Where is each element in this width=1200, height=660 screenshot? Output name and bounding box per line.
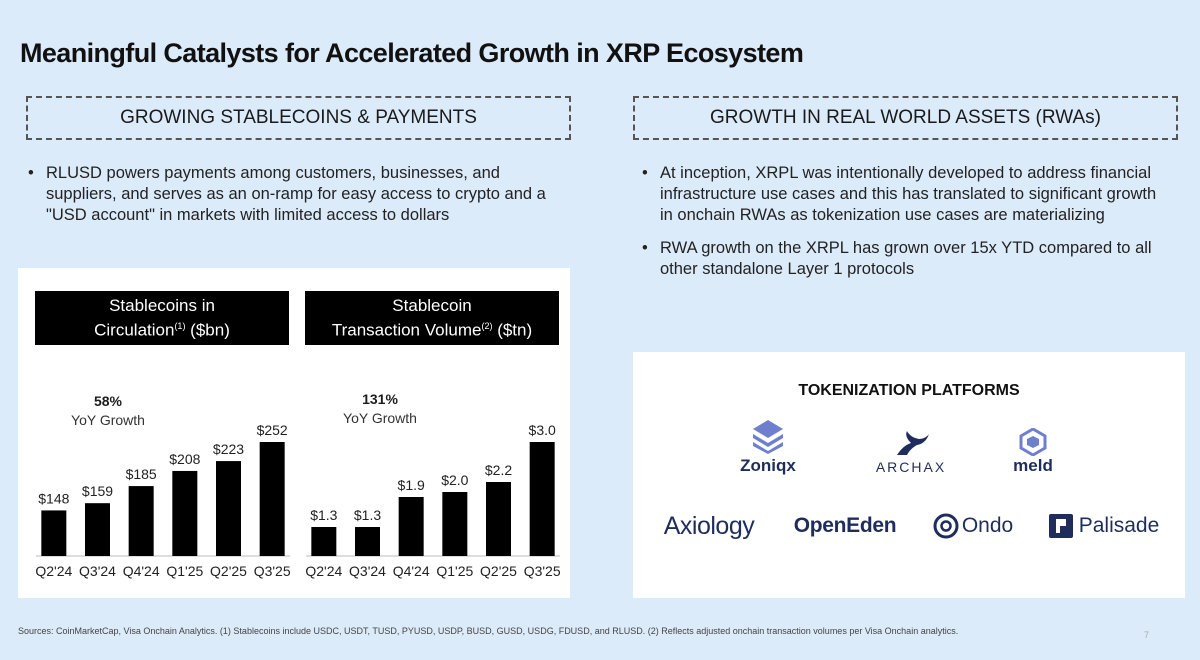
palisade-wordmark: Palisade <box>1078 514 1160 537</box>
page-number: 7 <box>1144 630 1150 640</box>
data-label: $208 <box>169 451 200 467</box>
growth-annotation-circulation: 58% YoY Growth <box>58 392 158 430</box>
stablecoins-bullets: RLUSD powers payments among customers, b… <box>26 163 556 238</box>
bar <box>41 510 67 556</box>
section-title-rwa-label: GROWTH IN REAL WORLD ASSETS (RWAs) <box>710 107 1101 128</box>
bar <box>355 527 380 556</box>
bar <box>128 486 154 556</box>
tick-label: Q4'24 <box>393 563 430 579</box>
tick-label: Q3'24 <box>79 563 116 579</box>
section-title-stablecoins-label: GROWING STABLECOINS & PAYMENTS <box>120 107 477 128</box>
archax-logo: ARCHAX <box>875 424 947 480</box>
footnote-sources: Sources: CoinMarketCap, Visa Onchain Ana… <box>18 626 959 636</box>
chart-title-line1: Stablecoins in <box>109 296 215 316</box>
data-label: $185 <box>126 466 157 482</box>
bar <box>216 461 241 556</box>
tick-label: Q1'25 <box>436 563 473 579</box>
chart-title-line2: Circulation <box>94 320 175 340</box>
chart-header-volume: Stablecoin Transaction Volume(2) ($tn) <box>305 291 559 345</box>
data-label: $159 <box>82 483 113 499</box>
data-label: $3.0 <box>529 422 556 438</box>
bullet-item: RWA growth on the XRPL has grown over 15… <box>640 238 1170 280</box>
tick-label: Q3'24 <box>349 563 386 579</box>
chart-title-line1: Stablecoin <box>392 296 472 316</box>
tick-label: Q1'25 <box>166 563 203 579</box>
chart-title-footnote: (2) <box>481 321 493 332</box>
zoniqx-wordmark: Zoniqx <box>740 456 796 475</box>
page-title: Meaningful Catalysts for Accelerated Gro… <box>20 38 804 68</box>
data-label: $2.0 <box>441 472 468 488</box>
data-label: $252 <box>257 422 288 438</box>
section-title-stablecoins: GROWING STABLECOINS & PAYMENTS <box>26 96 571 140</box>
ondo-icon <box>933 513 959 539</box>
palisade-icon <box>1048 514 1073 538</box>
data-label: $223 <box>213 441 244 457</box>
data-label: $2.2 <box>485 462 512 478</box>
bar <box>85 503 110 556</box>
bar <box>259 442 285 556</box>
bar <box>172 470 198 556</box>
ondo-logo: Ondo <box>927 508 1019 544</box>
axiology-logo: Axiology <box>651 508 767 544</box>
chart-title-unit: ($tn) <box>497 320 533 340</box>
zoniqx-icon <box>753 420 783 454</box>
meld-wordmark: meld <box>1013 456 1053 475</box>
data-label: $1.9 <box>398 477 425 493</box>
data-label: $1.3 <box>310 507 337 523</box>
growth-label: YoY Growth <box>71 412 145 428</box>
meld-logo: meld <box>1003 424 1063 480</box>
chart-stablecoin-volume: $1.3 Q2'24 $1.3 Q3'24 $1.9 Q4'24 $2.0 Q1'25 $2.2… <box>305 422 561 579</box>
openeden-logo: OpenEden <box>785 508 905 544</box>
growth-annotation-volume: 131% YoY Growth <box>330 390 430 428</box>
chart-stablecoins-circulation: $148 Q2'24 $159 Q3'24 $185 Q4'24 $208 Q1'25 $223… <box>35 422 291 579</box>
rwa-bullets: At inception, XRPL was intentionally dev… <box>640 163 1170 292</box>
tokenization-panel: TOKENIZATION PLATFORMS Zoniqx ARCHAX mel… <box>633 352 1185 598</box>
meld-icon <box>1019 428 1047 456</box>
chart-header-circulation: Stablecoins in Circulation(1) ($bn) <box>35 291 289 345</box>
ondo-wordmark: Ondo <box>961 514 1014 537</box>
chart-title-unit: ($bn) <box>190 320 230 340</box>
bar <box>529 442 555 556</box>
bullet-item: RLUSD powers payments among customers, b… <box>26 163 556 226</box>
tick-label: Q4'24 <box>123 563 160 579</box>
bar <box>398 497 424 556</box>
bar <box>486 482 511 556</box>
tick-label: Q3'25 <box>524 563 561 579</box>
charts-panel: Stablecoins in Circulation(1) ($bn) Stab… <box>18 268 570 598</box>
growth-label: YoY Growth <box>343 410 417 426</box>
section-title-rwa: GROWTH IN REAL WORLD ASSETS (RWAs) <box>633 96 1178 140</box>
axiology-wordmark: Axiology <box>663 511 755 540</box>
chart-title-line2: Transaction Volume <box>331 320 482 340</box>
archax-wordmark: ARCHAX <box>875 459 947 475</box>
heron-icon <box>897 431 929 455</box>
tick-label: Q3'25 <box>254 563 291 579</box>
data-label: $1.3 <box>354 507 381 523</box>
bar <box>311 527 337 556</box>
tick-label: Q2'24 <box>305 563 342 579</box>
growth-percent: 58% <box>93 393 123 409</box>
data-label: $148 <box>38 490 69 506</box>
tick-label: Q2'25 <box>480 563 517 579</box>
openeden-wordmark: OpenEden <box>793 514 897 537</box>
bar <box>442 492 468 556</box>
growth-percent: 131% <box>362 391 398 407</box>
tokenization-title: TOKENIZATION PLATFORMS <box>798 382 1020 399</box>
bullet-item: At inception, XRPL was intentionally dev… <box>640 163 1170 226</box>
tick-label: Q2'24 <box>35 563 72 579</box>
chart-title-footnote: (1) <box>174 321 186 332</box>
palisade-logo: Palisade <box>1041 508 1167 544</box>
zoniqx-logo: Zoniqx <box>731 418 805 478</box>
tick-label: Q2'25 <box>210 563 247 579</box>
